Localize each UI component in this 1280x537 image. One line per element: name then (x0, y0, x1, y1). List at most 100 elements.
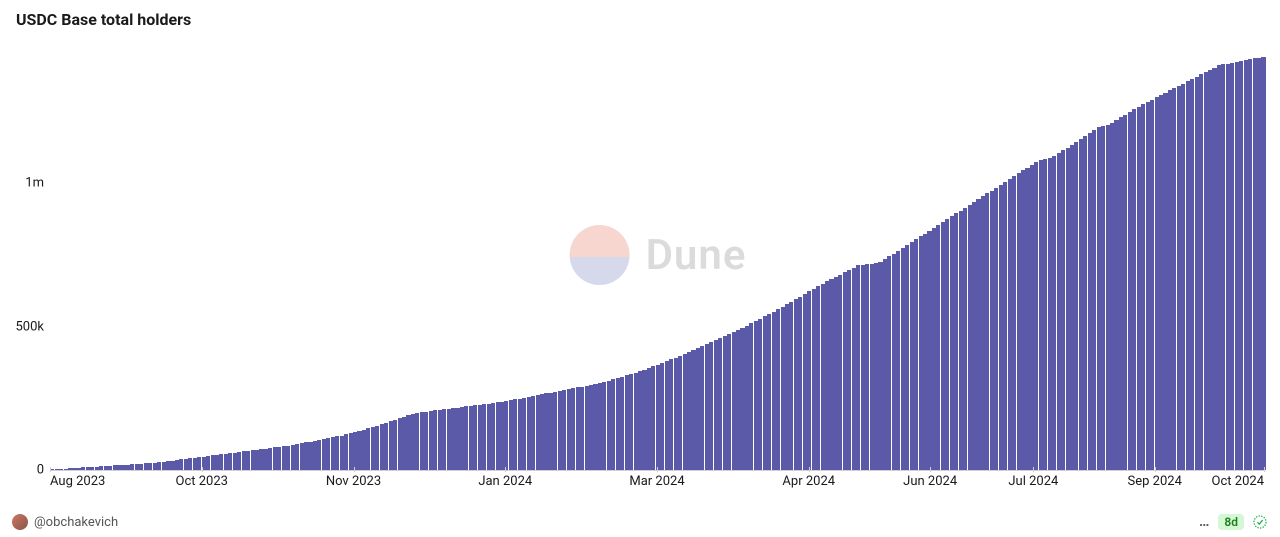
bar[interactable] (936, 225, 940, 470)
bar[interactable] (847, 270, 851, 470)
bar[interactable] (277, 447, 281, 470)
bar[interactable] (304, 442, 308, 470)
bar[interactable] (901, 248, 905, 470)
bar[interactable] (357, 431, 361, 470)
bar[interactable] (696, 348, 700, 470)
bar[interactable] (251, 450, 255, 470)
bar[interactable] (282, 446, 286, 470)
bar[interactable] (179, 459, 183, 470)
bar[interactable] (665, 361, 669, 470)
bar[interactable] (206, 456, 210, 470)
bar[interactable] (371, 427, 375, 470)
bar[interactable] (914, 239, 918, 470)
bar[interactable] (148, 463, 152, 470)
bar[interactable] (945, 219, 949, 470)
bar[interactable] (620, 377, 624, 470)
bar[interactable] (1048, 158, 1052, 470)
bar[interactable] (700, 346, 704, 470)
bar[interactable] (55, 469, 59, 470)
bar[interactable] (215, 455, 219, 470)
bar[interactable] (990, 191, 994, 471)
bar[interactable] (923, 234, 927, 471)
bar[interactable] (1101, 126, 1105, 470)
bar[interactable] (656, 365, 660, 470)
bar[interactable] (1257, 58, 1261, 471)
bar[interactable] (709, 342, 713, 470)
bar[interactable] (509, 400, 513, 470)
bar[interactable] (1079, 139, 1083, 470)
bar[interactable] (932, 228, 936, 470)
bar[interactable] (268, 448, 272, 470)
bar[interactable] (1204, 72, 1208, 470)
bar[interactable] (438, 410, 442, 470)
bar[interactable] (460, 407, 464, 470)
bar[interactable] (1066, 148, 1070, 471)
bar[interactable] (1235, 62, 1239, 470)
bar[interactable] (291, 445, 295, 470)
bar[interactable] (580, 387, 584, 470)
bar[interactable] (1248, 59, 1252, 470)
bar[interactable] (300, 443, 304, 470)
bar[interactable] (1190, 79, 1194, 470)
bar[interactable] (415, 413, 419, 470)
bar[interactable] (754, 321, 758, 470)
bar[interactable] (1106, 125, 1110, 470)
bar[interactable] (259, 449, 263, 470)
bar[interactable] (406, 415, 410, 470)
bar[interactable] (647, 368, 651, 470)
bar[interactable] (705, 344, 709, 470)
bar[interactable] (589, 385, 593, 470)
bar[interactable] (745, 326, 749, 470)
bar[interactable] (865, 264, 869, 470)
bar[interactable] (353, 432, 357, 470)
bar[interactable] (308, 442, 312, 470)
bar[interactable] (616, 378, 620, 470)
bar[interactable] (487, 404, 491, 471)
bar[interactable] (420, 412, 424, 470)
bar[interactable] (852, 268, 856, 470)
bar[interactable] (892, 254, 896, 470)
bar[interactable] (567, 389, 571, 470)
bar[interactable] (732, 332, 736, 470)
bar[interactable] (491, 403, 495, 470)
bar[interactable] (1057, 153, 1061, 470)
bar[interactable] (224, 454, 228, 470)
bar[interactable] (447, 409, 451, 470)
bar[interactable] (522, 398, 526, 470)
bar[interactable] (1039, 160, 1043, 470)
bar[interactable] (1132, 109, 1136, 470)
author-handle[interactable]: @obchakevich (34, 515, 118, 530)
bar[interactable] (812, 289, 816, 470)
bar[interactable] (651, 366, 655, 470)
bar[interactable] (531, 396, 535, 470)
bar[interactable] (723, 336, 727, 470)
bar[interactable] (72, 468, 76, 470)
bar[interactable] (1199, 74, 1203, 470)
bar[interactable] (634, 373, 638, 470)
bar[interactable] (90, 467, 94, 470)
bar[interactable] (571, 388, 575, 470)
bar[interactable] (442, 409, 446, 470)
bar[interactable] (585, 386, 589, 470)
bar[interactable] (228, 453, 232, 470)
bar[interactable] (1061, 150, 1065, 470)
bar[interactable] (549, 393, 553, 470)
bar[interactable] (429, 411, 433, 470)
bar[interactable] (130, 464, 134, 470)
bar[interactable] (1230, 63, 1234, 470)
bar[interactable] (166, 461, 170, 470)
bar[interactable] (411, 414, 415, 470)
bar[interactable] (910, 242, 914, 470)
bar[interactable] (126, 465, 130, 470)
bar[interactable] (286, 446, 290, 470)
bar[interactable] (478, 405, 482, 470)
bar[interactable] (1017, 173, 1021, 470)
bar[interactable] (273, 447, 277, 470)
bar[interactable] (1012, 176, 1016, 470)
bar[interactable] (362, 430, 366, 470)
bar[interactable] (375, 426, 379, 470)
bar[interactable] (1141, 104, 1145, 470)
bar[interactable] (919, 236, 923, 470)
bar[interactable] (402, 417, 406, 470)
bar[interactable] (117, 465, 121, 470)
